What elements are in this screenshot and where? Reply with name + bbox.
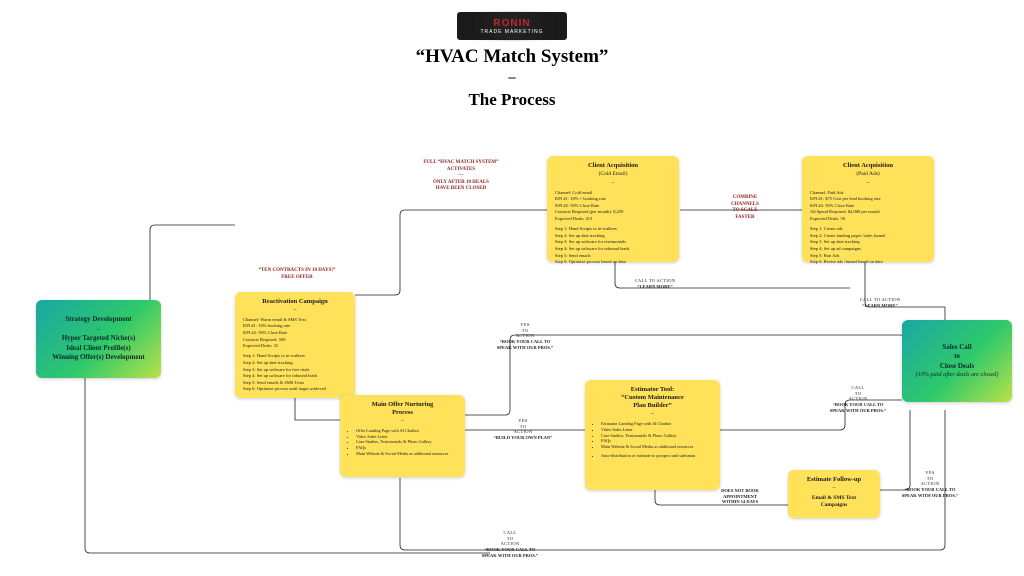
- reactivation-title: Reactivation Campaign: [243, 298, 347, 306]
- logo-text-bottom: TRADE MARKETING: [480, 29, 543, 35]
- strategy-line-3: Winning Offer(s) Development: [52, 353, 144, 362]
- strategy-line-1: Hyper Targeted Niche(s): [62, 334, 135, 343]
- label-yes-book-2: CALLTOACTION“BOOK YOUR CALL TO SPEAK WIT…: [808, 385, 908, 413]
- node-reactivation-campaign: Reactivation Campaign – Channel: Warm em…: [235, 292, 355, 398]
- cold-email-sub: (Cold Email): [555, 171, 671, 178]
- nurturing-dash: –: [348, 418, 457, 426]
- label-bottom-book: CALLTOACTION“BOOK YOUR CALL TO SPEAK WIT…: [450, 530, 570, 558]
- label-cta-learnmore-1: CALL TO ACTION“LEARN MORE”: [575, 278, 735, 289]
- followup-sub: Email & SMS Text Campaigns: [796, 495, 872, 509]
- title-line-2: The Process: [0, 90, 1024, 110]
- node-client-acquisition-paid-ads: Client Acquisition (Paid Ads) – Channel:…: [802, 156, 934, 262]
- followup-dash: –: [796, 485, 872, 493]
- paid-ads-body: Channel: Paid AdsKPI #1: $75 Cost per le…: [810, 190, 926, 265]
- title-dash: –: [0, 70, 1024, 86]
- brand-logo: RONIN TRADE MARKETING: [457, 12, 567, 40]
- strategy-line-2: Ideal Client Profile(s): [66, 344, 130, 353]
- cold-email-body: Channel: Cold emailKPI #1: 10% + booking…: [555, 190, 671, 265]
- estimator-title: Estimator Tool: “Custom Maintenance Plan…: [593, 386, 712, 410]
- sales-call-title: Sales Call to Close Deals: [940, 343, 974, 371]
- estimator-dash: –: [593, 411, 712, 419]
- nurturing-title: Main Offer Nurturing Process: [348, 401, 457, 417]
- reactivation-body: Channel: Warm email & SMS TextKPI #1: 10…: [243, 317, 347, 392]
- note-ten-contracts: “TEN CONTRACTS IN 10 DAYS!” FREE OFFER: [237, 268, 357, 281]
- strategy-title: Strategy Development: [65, 315, 131, 324]
- title-line-1: “HVAC Match System”: [0, 46, 1024, 68]
- label-cta-learnmore-2: CALL TO ACTION“LEARN MORE”: [820, 297, 940, 308]
- node-estimate-followup: Estimate Follow-up – Email & SMS Text Ca…: [788, 470, 880, 518]
- cold-email-title: Client Acquisition: [555, 162, 671, 170]
- node-strategy-development: Strategy Development – Hyper Targeted Ni…: [36, 300, 161, 378]
- label-did-not-book: DOES NOT BOOK APPOINTMENT WITHIN 14 DAYS: [700, 488, 780, 505]
- node-main-offer-nurturing: Main Offer Nurturing Process – Offer Lan…: [340, 395, 465, 477]
- note-full-system: FULL “HVAC MATCH SYSTEM” ACTIVATES — ONL…: [406, 160, 516, 193]
- label-yes-book-1: YES TO ACTION“BOOK YOUR CALL TO SPEAK WI…: [480, 322, 570, 350]
- strategy-dash: –: [97, 325, 101, 334]
- followup-title: Estimate Follow-up: [796, 476, 872, 484]
- logo-text-top: RONIN: [493, 18, 530, 29]
- page-title: “HVAC Match System” – The Process: [0, 46, 1024, 110]
- paid-ads-title: Client Acquisition: [810, 162, 926, 170]
- cold-email-dash: –: [555, 180, 671, 188]
- label-yes-build: YES TO ACTION“BUILD YOUR OWN PLAN”: [478, 418, 568, 441]
- sales-call-sub: (10% paid after deals are closed): [916, 371, 999, 379]
- label-followup-book: YESTOACTION“BOOK YOUR CALL TO SPEAK WITH…: [880, 470, 980, 498]
- note-combine-channels: COMBINE CHANNELS TO SCALE FASTER: [710, 195, 780, 221]
- node-sales-call: Sales Call to Close Deals (10% paid afte…: [902, 320, 1012, 402]
- node-client-acquisition-cold-email: Client Acquisition (Cold Email) – Channe…: [547, 156, 679, 262]
- reactivation-dash: –: [243, 307, 347, 315]
- node-estimator-tool: Estimator Tool: “Custom Maintenance Plan…: [585, 380, 720, 490]
- paid-ads-sub: (Paid Ads): [810, 171, 926, 178]
- estimator-bullets: Estimator Landing Page with AI ChatbotVi…: [593, 421, 712, 459]
- paid-ads-dash: –: [810, 180, 926, 188]
- nurturing-bullets: Offer Landing Page with AI ChatbotVideo …: [348, 428, 457, 457]
